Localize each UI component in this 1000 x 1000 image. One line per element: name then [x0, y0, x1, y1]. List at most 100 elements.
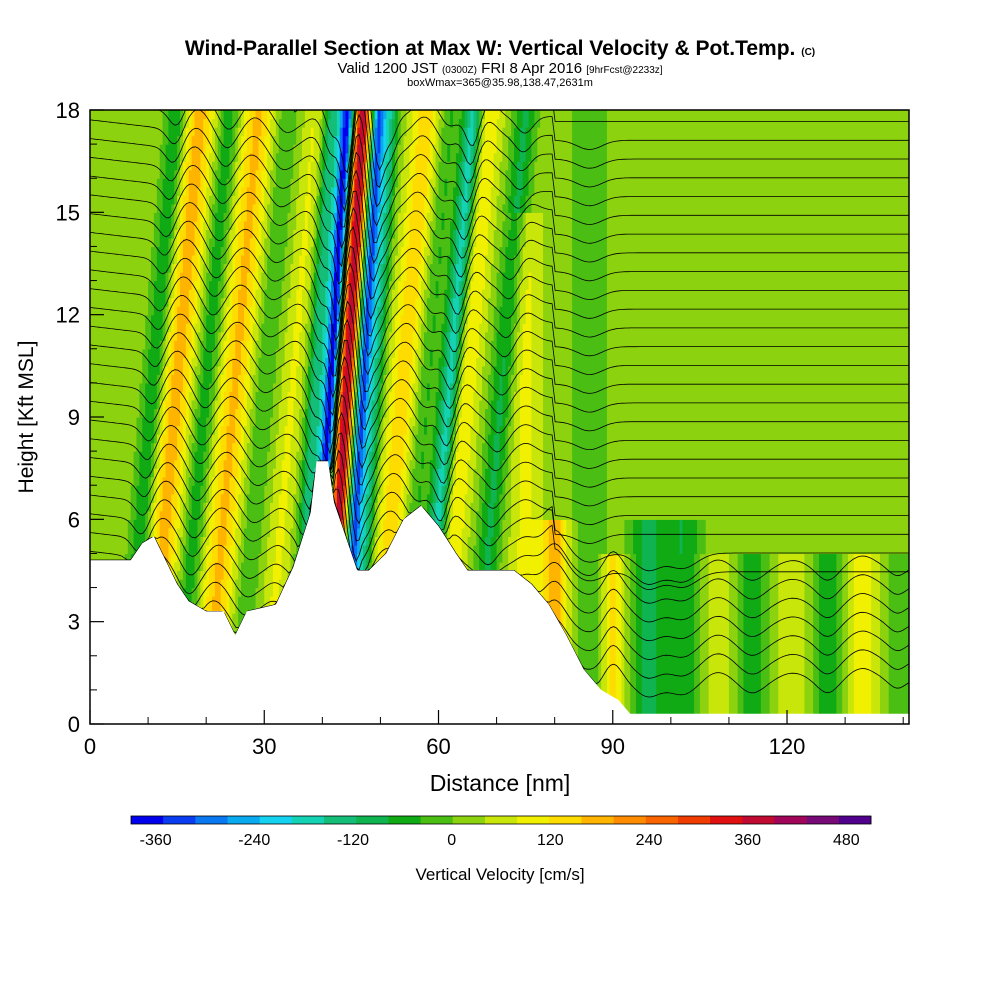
velocity-cell	[174, 536, 178, 546]
velocity-cell	[696, 527, 707, 537]
velocity-cell	[493, 510, 501, 520]
velocity-cell	[365, 382, 370, 393]
velocity-cell	[290, 365, 297, 375]
velocity-cell	[508, 544, 518, 555]
velocity-cell	[508, 391, 512, 401]
velocity-cell	[543, 323, 573, 333]
velocity-cell	[470, 425, 480, 435]
velocity-cell	[200, 536, 204, 546]
velocity-cell	[455, 314, 460, 324]
velocity-cell	[371, 536, 376, 546]
velocity-cell	[447, 459, 451, 469]
velocity-cell	[302, 314, 309, 324]
velocity-cell	[348, 297, 355, 307]
velocity-cell	[235, 544, 239, 555]
velocity-cell	[171, 502, 178, 512]
velocity-cell	[760, 706, 771, 717]
velocity-cell	[621, 638, 625, 648]
velocity-cell	[473, 544, 480, 555]
velocity-cell	[162, 451, 167, 461]
velocity-cell	[737, 604, 745, 614]
velocity-cell	[264, 314, 280, 324]
velocity-cell	[249, 323, 254, 333]
velocity-cell	[461, 536, 469, 546]
velocity-cell	[769, 596, 779, 606]
velocity-cell	[348, 536, 352, 546]
velocity-cell	[258, 323, 262, 333]
velocity-cell	[171, 374, 184, 384]
velocity-cell	[333, 451, 338, 461]
velocity-cell	[217, 434, 222, 444]
velocity-cell	[325, 331, 329, 341]
velocity-cell	[412, 340, 419, 350]
velocity-cell	[453, 399, 457, 410]
velocity-cell	[476, 519, 483, 529]
velocity-cell	[656, 664, 695, 674]
velocity-cell	[159, 493, 164, 503]
velocity-cell	[342, 425, 347, 435]
velocity-cell	[842, 681, 849, 691]
velocity-cell	[281, 365, 291, 375]
velocity-cell	[145, 382, 158, 393]
velocity-cell	[633, 544, 643, 555]
velocity-cell	[621, 630, 625, 640]
velocity-cell	[90, 510, 132, 520]
velocity-cell	[818, 621, 837, 631]
velocity-cell	[708, 621, 730, 631]
velocity-cell	[543, 468, 573, 478]
velocity-cell	[464, 493, 474, 503]
velocity-cell	[296, 391, 303, 401]
velocity-cell	[165, 314, 170, 324]
velocity-cell	[223, 357, 228, 367]
velocity-cell	[572, 604, 579, 614]
velocity-cell	[377, 485, 382, 495]
velocity-cell	[656, 553, 695, 563]
velocity-cell	[487, 459, 495, 469]
velocity-cell	[243, 399, 248, 410]
velocity-cell	[313, 382, 321, 393]
velocity-cell	[360, 553, 364, 563]
velocity-cell	[223, 306, 228, 316]
velocity-cell	[90, 519, 129, 529]
velocity-cell	[214, 382, 219, 393]
velocity-cell	[203, 306, 210, 316]
velocity-cell	[760, 647, 771, 657]
velocity-cell	[818, 579, 837, 589]
velocity-cell	[203, 502, 207, 512]
velocity-cell	[261, 544, 268, 555]
velocity-cell	[453, 510, 466, 520]
velocity-cell	[345, 527, 350, 537]
velocity-cell	[490, 408, 498, 418]
velocity-cell	[641, 604, 657, 614]
velocity-cell	[261, 527, 271, 537]
velocity-cell	[516, 561, 544, 572]
velocity-cell	[479, 493, 486, 503]
velocity-cell	[496, 331, 512, 341]
velocity-cell	[447, 417, 451, 427]
velocity-cell	[296, 527, 300, 537]
velocity-cell	[444, 519, 448, 529]
velocity-cell	[203, 314, 207, 324]
velocity-cell	[307, 340, 312, 350]
velocity-cell	[348, 391, 352, 401]
velocity-cell	[211, 544, 219, 555]
velocity-cell	[310, 425, 318, 435]
velocity-cell	[708, 698, 730, 708]
velocity-cell	[694, 647, 701, 657]
velocity-cell	[444, 382, 448, 393]
velocity-cell	[769, 553, 779, 563]
velocity-cell	[566, 544, 573, 555]
velocity-cell	[879, 630, 890, 640]
velocity-cell	[351, 399, 355, 410]
velocity-cell	[461, 544, 469, 555]
velocity-cell	[203, 604, 207, 614]
velocity-cell	[496, 561, 501, 572]
velocity-cell	[479, 476, 486, 486]
velocity-cell	[133, 459, 140, 469]
velocity-cell	[162, 323, 167, 333]
velocity-cell	[270, 502, 280, 512]
velocity-cell	[220, 596, 228, 606]
velocity-cell	[360, 468, 364, 478]
velocity-cell	[519, 417, 533, 427]
velocity-cell	[572, 425, 608, 435]
